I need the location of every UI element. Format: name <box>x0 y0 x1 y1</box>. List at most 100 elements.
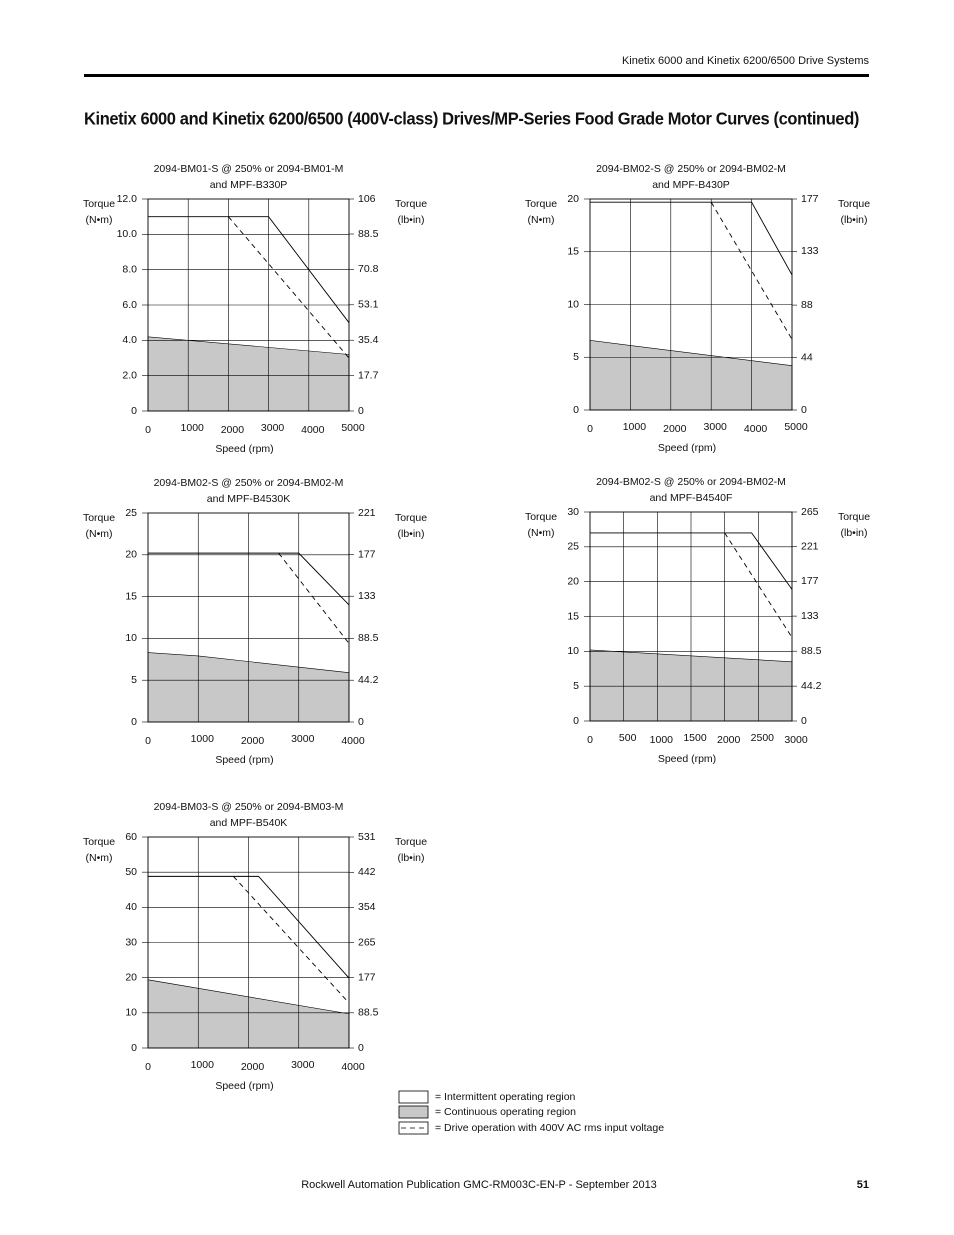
x-tick-label: 2000 <box>221 424 245 436</box>
x-tick-label: 3000 <box>261 422 285 434</box>
x-tick-label: 3000 <box>784 734 808 746</box>
y-tick-label: 0 <box>131 716 137 728</box>
x-tick-label: 0 <box>145 424 151 436</box>
chart: 2094-BM01-S @ 250% or 2094-BM01-M and MPF… <box>83 163 427 455</box>
y2-tick-label: 265 <box>358 936 376 948</box>
y2-tick-label: 177 <box>358 971 376 983</box>
y-axis-label: (N•m) <box>86 852 113 864</box>
legend-swatch-continuous <box>398 1105 429 1119</box>
chart-title: 2094-BM02-S @ 250% or 2094-BM02-M <box>154 477 344 489</box>
voltage-curve <box>724 532 793 638</box>
x-axis-label: Speed (rpm) <box>658 753 716 765</box>
y-axis-label: (N•m) <box>86 528 113 540</box>
chart: 2094-BM02-S @ 250% or 2094-BM02-M and MPF… <box>525 163 870 454</box>
plot-frame <box>147 512 350 723</box>
y-tick-label: 15 <box>567 246 579 258</box>
y-tick-label: 20 <box>567 575 579 587</box>
y-axis-label: (N•m) <box>528 527 555 539</box>
y-axis-label: (N•m) <box>86 214 113 226</box>
y-axis-label: Torque <box>525 511 557 523</box>
y2-tick-label: 106 <box>358 193 376 205</box>
y2-tick-label: 70.8 <box>358 263 379 275</box>
y2-tick-label: 17.7 <box>358 369 379 381</box>
intermittent-curve <box>148 552 350 606</box>
y2-tick-label: 0 <box>358 1042 364 1054</box>
y-tick-label: 0 <box>573 715 579 727</box>
y-axis-label: (N•m) <box>528 214 555 226</box>
y2-tick-label: 44 <box>801 351 813 363</box>
y2-tick-label: 442 <box>358 866 376 878</box>
y-tick-label: 5 <box>573 351 579 363</box>
x-tick-label: 2000 <box>241 1061 265 1073</box>
y-tick-label: 12.0 <box>117 193 138 205</box>
y2-tick-label: 0 <box>358 716 364 728</box>
voltage-curve <box>228 216 350 359</box>
y-tick-label: 0 <box>131 1042 137 1054</box>
chart-title: and MPF-B4530K <box>207 493 290 505</box>
y2-axis-label: Torque <box>395 836 427 848</box>
y2-tick-label: 133 <box>801 610 819 622</box>
x-tick-label: 1000 <box>181 422 205 434</box>
y2-tick-label: 221 <box>801 540 819 552</box>
intermittent-curve <box>148 875 350 979</box>
intermittent-curve <box>590 532 793 590</box>
y-axis-label: Torque <box>83 198 115 210</box>
x-tick-label: 2000 <box>717 734 741 746</box>
x-tick-label: 1000 <box>191 733 215 745</box>
y2-axis-label: (lb•in) <box>840 214 867 226</box>
x-axis-label: Speed (rpm) <box>215 1080 273 1092</box>
y2-tick-label: 265 <box>801 506 819 518</box>
y2-axis-label: (lb•in) <box>397 214 424 226</box>
chart-title: 2094-BM02-S @ 250% or 2094-BM02-M <box>596 163 786 175</box>
page-title: Kinetix 6000 and Kinetix 6200/6500 (400V… <box>84 109 859 129</box>
running-title: Kinetix 6000 and Kinetix 6200/6500 Drive… <box>622 55 870 67</box>
y-tick-label: 15 <box>567 610 579 622</box>
y-tick-label: 10.0 <box>117 228 138 240</box>
chart-title: 2094-BM02-S @ 250% or 2094-BM02-M <box>596 476 786 488</box>
plot-frame <box>589 511 793 722</box>
x-tick-label: 0 <box>587 423 593 435</box>
x-tick-label: 4000 <box>301 424 325 436</box>
y-axis-label: Torque <box>525 198 557 210</box>
legend: = Intermittent operating region = Contin… <box>398 1090 664 1135</box>
x-tick-label: 1000 <box>650 734 674 746</box>
chart: 2094-BM03-S @ 250% or 2094-BM03-M and MPF… <box>83 801 427 1092</box>
y2-tick-label: 0 <box>801 404 807 416</box>
y2-tick-label: 88 <box>801 299 813 311</box>
x-tick-label: 4000 <box>744 423 768 435</box>
y2-tick-label: 0 <box>358 405 364 417</box>
chart-title: and MPF-B540K <box>210 817 288 829</box>
chart: 2094-BM02-S @ 250% or 2094-BM02-M and MPF… <box>83 477 427 766</box>
y-axis-label: Torque <box>83 836 115 848</box>
y-tick-label: 25 <box>125 507 137 519</box>
y-tick-label: 20 <box>125 971 137 983</box>
x-tick-label: 4000 <box>341 735 365 747</box>
y-tick-label: 50 <box>125 866 137 878</box>
header-rule <box>84 74 869 77</box>
y-tick-label: 0 <box>573 404 579 416</box>
plot-frame <box>589 198 793 411</box>
y-tick-label: 15 <box>125 590 137 602</box>
y2-axis-label: Torque <box>838 511 870 523</box>
y2-tick-label: 531 <box>358 831 376 843</box>
y2-tick-label: 88.5 <box>358 1007 379 1019</box>
x-tick-label: 3000 <box>704 421 728 433</box>
legend-label: = Drive operation with 400V AC rms input… <box>435 1122 664 1134</box>
plot-frame <box>147 836 350 1049</box>
x-tick-label: 2000 <box>241 735 265 747</box>
y-tick-label: 10 <box>125 1007 137 1019</box>
chart-title: and MPF-B430P <box>652 179 730 191</box>
voltage-curve <box>278 552 350 644</box>
x-tick-label: 4000 <box>341 1061 365 1073</box>
y2-tick-label: 88.5 <box>358 228 379 240</box>
intermittent-curve <box>590 201 793 276</box>
y-tick-label: 20 <box>125 549 137 561</box>
y-tick-label: 0 <box>131 405 137 417</box>
voltage-curve <box>233 876 350 1004</box>
y2-tick-label: 88.5 <box>801 645 822 657</box>
footer-publication: Rockwell Automation Publication GMC-RM00… <box>301 1179 657 1191</box>
y2-tick-label: 221 <box>358 507 376 519</box>
x-tick-label: 2000 <box>663 423 687 435</box>
y2-tick-label: 354 <box>358 901 376 913</box>
